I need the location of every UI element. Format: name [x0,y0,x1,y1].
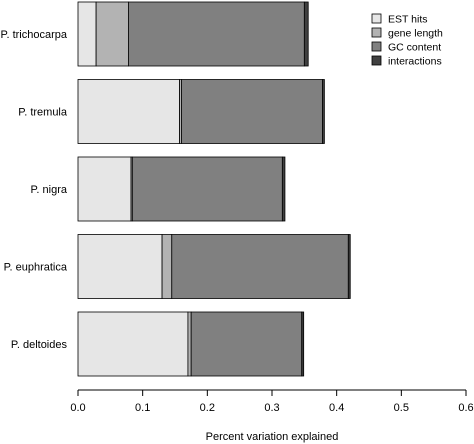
bar-segment-4-4 [347,234,351,299]
legend-label-2: gene length [388,28,443,40]
legend-swatch-1 [371,13,382,24]
legend-swatch-4 [371,55,382,66]
legend: EST hits gene length GC content interaction… [371,13,443,68]
legend-label-1: EST hits [388,14,428,26]
legend-swatch-2 [371,27,382,38]
x-tick-label-6: 0.5 [394,402,409,414]
legend-label-4: interactions [388,56,442,68]
bar-segment-3-1 [77,156,132,222]
bar-segment-4-3 [171,234,349,299]
bar-segment-2-1 [77,79,180,144]
x-axis-label: Percent variation explained [206,431,339,443]
x-tick-label-4: 0.3 [264,402,279,414]
x-tick-label-1: 0.0 [70,402,85,414]
legend-label-3: GC content [388,42,441,54]
bar-segment-2-4 [322,79,325,144]
bar-segment-5-4 [301,311,305,377]
bar-segment-3-3 [131,156,283,222]
bars-group [77,1,351,377]
x-tick-label-2: 0.1 [135,402,150,414]
bar-segment-2-3 [181,79,323,144]
bar-segment-1-3 [128,1,305,67]
x-tick-label-5: 0.4 [329,402,344,414]
bar-segment-1-2 [95,1,129,67]
bar-segment-5-2 [187,311,192,377]
category-label-1: P. trichocarpa [1,29,68,41]
bar-segment-1-4 [303,1,309,67]
bar-segment-5-3 [190,311,303,377]
x-tick-label-7: 0.6 [458,402,473,414]
bar-segment-4-1 [77,234,163,299]
bar-segment-4-2 [161,234,173,299]
category-label-5: P. deltoides [11,339,68,351]
legend-swatch-3 [371,41,382,52]
category-labels: P. trichocarpa P. tremula P. nigra P. euphr… [1,29,68,351]
bar-segment-1-1 [77,1,97,67]
bar-segment-5-1 [77,311,189,377]
bar-segment-3-4 [281,156,286,222]
category-label-4: P. euphratica [4,262,68,274]
category-label-3: P. nigra [31,184,68,196]
x-axis: 0.0 0.1 0.2 0.3 0.4 0.5 0.6 [70,389,474,414]
category-label-2: P. tremula [18,107,68,119]
x-tick-label-3: 0.2 [200,402,215,414]
